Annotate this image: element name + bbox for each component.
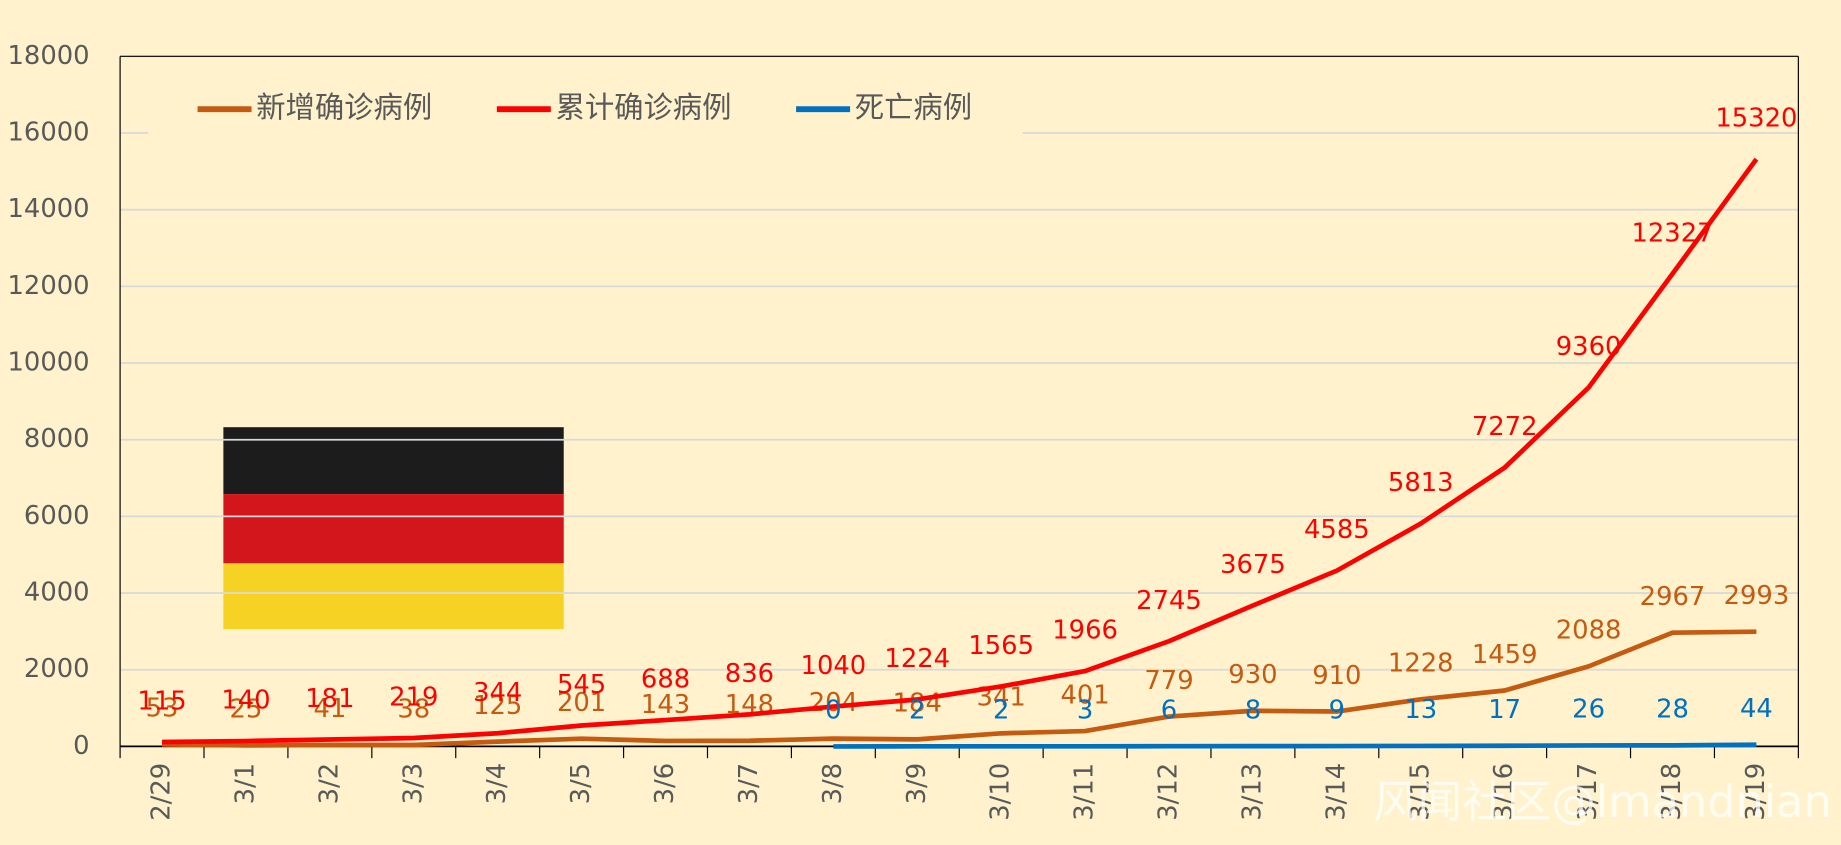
series-line: [833, 742, 1757, 749]
data-label: 125: [473, 691, 522, 721]
x-tick-label: 3/19: [1741, 763, 1771, 821]
data-label: 9360: [1556, 332, 1622, 362]
x-tick-label: 3/17: [1573, 763, 1603, 821]
data-label: 2993: [1724, 581, 1790, 611]
x-tick-label: 3/16: [1489, 763, 1519, 821]
data-label: 3675: [1220, 550, 1286, 580]
y-tick-label: 12000: [8, 271, 90, 301]
legend-label: 死亡病例: [855, 91, 972, 125]
y-tick-label: 16000: [8, 118, 90, 148]
flag: [223, 427, 564, 630]
data-label: 910: [1312, 661, 1361, 691]
data-label: 7272: [1472, 412, 1538, 442]
data-label: 143: [641, 690, 690, 720]
x-tick-label: 3/4: [482, 763, 512, 805]
flag-gold: [223, 563, 564, 630]
legend-label: 累计确诊病例: [556, 91, 732, 125]
data-label: 9: [1329, 695, 1345, 725]
data-label: 41: [313, 694, 346, 724]
data-label: 1459: [1472, 640, 1538, 670]
y-tick-label: 0: [73, 731, 89, 761]
data-label: 688: [641, 665, 690, 695]
data-label: 3: [1077, 696, 1093, 726]
y-tick-label: 10000: [8, 348, 90, 378]
x-tick-label: 3/7: [734, 763, 764, 805]
x-tick-label: 3/5: [566, 763, 596, 805]
data-label: 13: [1404, 695, 1437, 725]
x-tick-label: 3/6: [650, 763, 680, 805]
data-label: 1228: [1388, 649, 1454, 679]
x-tick-label: 3/18: [1657, 763, 1687, 821]
data-label: 17: [1488, 695, 1521, 725]
x-tick-label: 3/9: [902, 763, 932, 805]
y-tick-label: 6000: [24, 501, 90, 531]
data-label: 0: [825, 696, 841, 726]
data-label: 2: [993, 696, 1009, 726]
data-label: 930: [1228, 660, 1277, 690]
data-label: 181: [305, 684, 354, 714]
series-line: [162, 629, 1757, 748]
data-label: 28: [1656, 695, 1689, 725]
x-tick-label: 3/10: [986, 763, 1016, 821]
x-tick-label: 3/8: [818, 763, 848, 805]
data-label: 25: [230, 695, 263, 725]
data-label: 1565: [968, 631, 1034, 661]
data-label: 2: [909, 696, 925, 726]
data-label: 2967: [1640, 582, 1706, 612]
data-label: 26: [1572, 695, 1605, 725]
data-label: 545: [557, 670, 606, 700]
series-line: [162, 157, 1759, 745]
data-label: 1224: [884, 644, 950, 674]
data-label: 15320: [1715, 104, 1797, 134]
watermark: 风闻社区@lmandnian: [1373, 776, 1832, 828]
data-label: 201: [557, 688, 606, 718]
data-label: 140: [221, 686, 270, 716]
data-label: 44: [1740, 694, 1773, 724]
x-tick-label: 3/11: [1070, 763, 1100, 821]
x-tick-label: 3/3: [398, 763, 428, 805]
x-tick-label: 3/1: [230, 763, 260, 805]
data-label: 4585: [1304, 515, 1370, 545]
data-label: 184: [893, 689, 942, 719]
data-label: 836: [725, 659, 774, 689]
data-label: 115: [137, 687, 186, 717]
data-label: 219: [389, 683, 438, 713]
data-label: 8: [1245, 695, 1261, 725]
legend-label: 新增确诊病例: [256, 91, 432, 125]
data-label: 344: [473, 678, 522, 708]
y-tick-label: 4000: [24, 578, 90, 608]
y-tick-label: 2000: [24, 654, 90, 684]
x-tick-label: 3/14: [1321, 763, 1351, 821]
data-label: 2745: [1136, 586, 1202, 616]
flag-black: [223, 427, 564, 495]
data-label: 12327: [1631, 218, 1713, 248]
y-tick-label: 8000: [24, 424, 90, 454]
data-label: 1040: [801, 651, 867, 681]
x-tick-label: 3/12: [1154, 763, 1184, 821]
x-tick-label: 3/15: [1405, 763, 1435, 821]
data-label: 779: [1144, 666, 1193, 696]
data-label: 53: [146, 694, 179, 724]
data-label: 6: [1161, 695, 1177, 725]
y-tick-label: 14000: [8, 194, 90, 224]
x-tick-label: 2/29: [147, 763, 177, 821]
legend-box: [148, 82, 1023, 137]
data-label: 1966: [1052, 616, 1118, 646]
data-label: 2088: [1556, 616, 1622, 646]
x-tick-label: 3/2: [314, 763, 344, 805]
x-tick-label: 3/13: [1237, 763, 1267, 821]
data-label: 38: [397, 694, 430, 724]
data-label: 5813: [1388, 468, 1454, 498]
flag-red: [223, 494, 564, 564]
data-label: 401: [1060, 680, 1109, 710]
y-tick-label: 18000: [8, 41, 90, 71]
